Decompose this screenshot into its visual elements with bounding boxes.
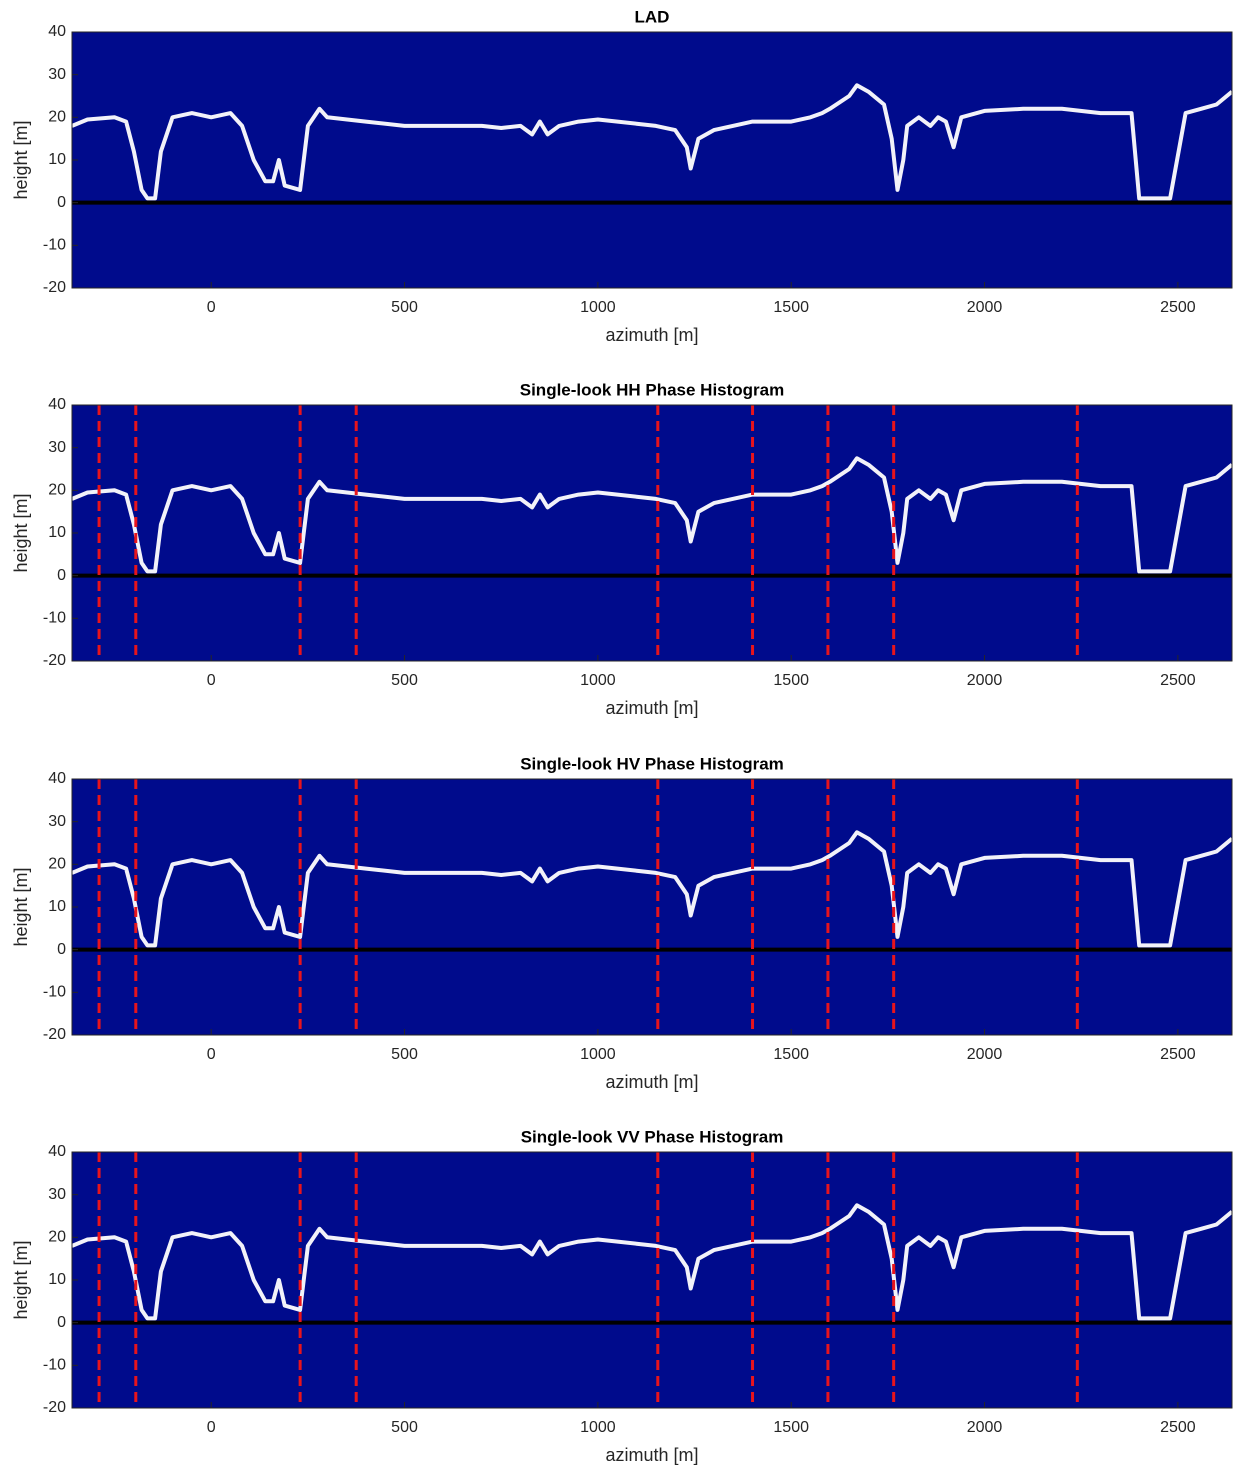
x-tick-label: 1000 <box>580 672 616 689</box>
y-tick-label: 30 <box>48 813 66 830</box>
y-tick-label: 40 <box>48 23 66 40</box>
y-tick-label: 20 <box>48 109 66 126</box>
y-tick-label: 0 <box>57 941 66 958</box>
plot-area <box>72 1152 1232 1408</box>
x-tick-label: 0 <box>207 1046 216 1063</box>
x-tick-label: 1500 <box>773 1046 809 1063</box>
y-axis-label: height [m] <box>11 120 31 199</box>
x-tick-label: 2000 <box>967 1046 1003 1063</box>
x-tick-label: 2500 <box>1160 1419 1196 1436</box>
y-tick-label: -10 <box>43 1357 66 1374</box>
x-tick-label: 2000 <box>967 672 1003 689</box>
x-tick-label: 500 <box>391 1046 418 1063</box>
chart-title: Single-look VV Phase Histogram <box>521 1127 784 1146</box>
x-axis-label: azimuth [m] <box>605 325 698 345</box>
x-tick-label: 500 <box>391 299 418 316</box>
x-tick-label: 1000 <box>580 299 616 316</box>
y-tick-label: 30 <box>48 439 66 456</box>
y-axis-label: height [m] <box>11 867 31 946</box>
plot-background <box>72 779 1232 1035</box>
y-tick-label: 10 <box>48 1271 66 1288</box>
y-tick-label: 10 <box>48 151 66 168</box>
y-tick-label: -10 <box>43 610 66 627</box>
y-axis-label: height [m] <box>11 1240 31 1319</box>
x-axis-label: azimuth [m] <box>605 698 698 718</box>
y-tick-label: 10 <box>48 524 66 541</box>
x-axis-label: azimuth [m] <box>605 1072 698 1092</box>
x-tick-label: 2500 <box>1160 299 1196 316</box>
x-tick-label: 1500 <box>773 299 809 316</box>
plot-area <box>72 405 1232 661</box>
y-axis-label: height [m] <box>11 493 31 572</box>
x-tick-label: 0 <box>207 299 216 316</box>
y-tick-label: 30 <box>48 66 66 83</box>
plot-background <box>72 405 1232 661</box>
y-tick-label: -20 <box>43 279 66 296</box>
x-tick-label: 500 <box>391 672 418 689</box>
y-tick-label: -10 <box>43 237 66 254</box>
y-tick-label: -10 <box>43 984 66 1001</box>
plot-background <box>72 32 1232 288</box>
y-tick-label: 40 <box>48 1143 66 1160</box>
x-tick-label: 2000 <box>967 1419 1003 1436</box>
y-tick-label: -20 <box>43 652 66 669</box>
y-tick-label: -20 <box>43 1399 66 1416</box>
plot-background <box>72 1152 1232 1408</box>
profile-line <box>72 1203 1232 1321</box>
chart-title: Single-look HH Phase Histogram <box>520 380 785 399</box>
plot-area <box>72 83 1232 205</box>
x-tick-label: 2000 <box>967 299 1003 316</box>
y-tick-label: -20 <box>43 1026 66 1043</box>
y-tick-label: 40 <box>48 770 66 787</box>
x-tick-label: 2500 <box>1160 672 1196 689</box>
y-tick-label: 20 <box>48 1229 66 1246</box>
y-tick-label: 0 <box>57 1314 66 1331</box>
y-tick-label: 40 <box>48 396 66 413</box>
y-tick-label: 0 <box>57 194 66 211</box>
x-tick-label: 2500 <box>1160 1046 1196 1063</box>
y-tick-label: 10 <box>48 898 66 915</box>
y-tick-label: 0 <box>57 567 66 584</box>
x-tick-label: 1500 <box>773 672 809 689</box>
y-tick-label: 20 <box>48 482 66 499</box>
chart-title: Single-look HV Phase Histogram <box>520 754 784 773</box>
x-tick-label: 1000 <box>580 1046 616 1063</box>
profile-line <box>72 456 1232 574</box>
profile-line <box>72 830 1232 948</box>
x-tick-label: 0 <box>207 672 216 689</box>
y-tick-label: 30 <box>48 1186 66 1203</box>
chart-title: LAD <box>635 7 670 26</box>
x-axis-label: azimuth [m] <box>605 1445 698 1465</box>
x-tick-label: 1500 <box>773 1419 809 1436</box>
plot-area <box>72 779 1232 1035</box>
y-tick-label: 20 <box>48 856 66 873</box>
x-tick-label: 0 <box>207 1419 216 1436</box>
x-tick-label: 500 <box>391 1419 418 1436</box>
x-tick-label: 1000 <box>580 1419 616 1436</box>
profile-line <box>72 83 1232 201</box>
